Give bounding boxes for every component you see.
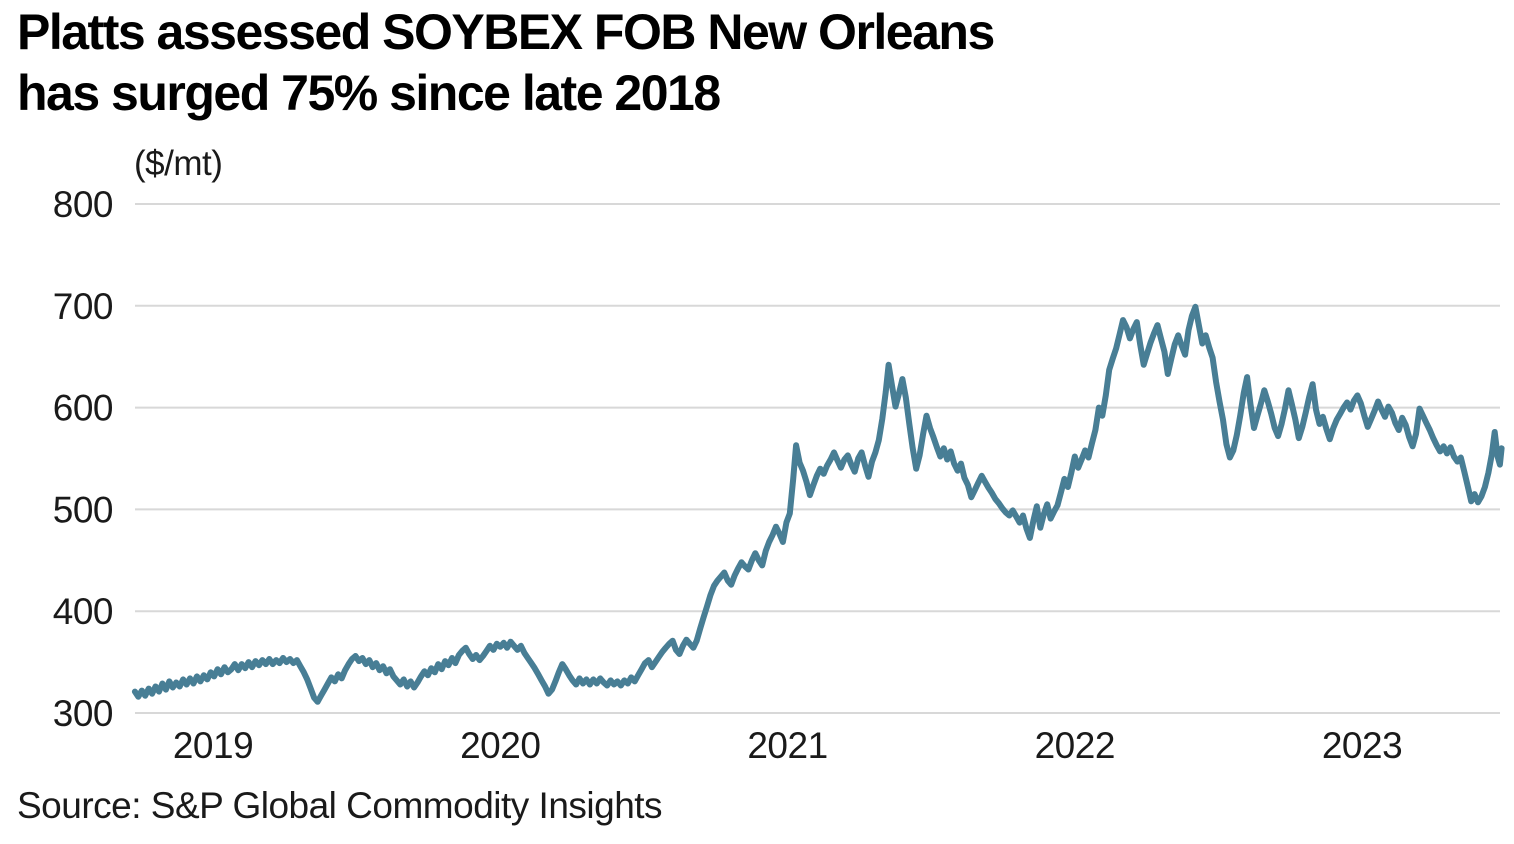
y-tick-label: 600 <box>53 388 113 429</box>
y-axis-unit-label: ($/mt) <box>134 144 223 183</box>
y-tick-label: 400 <box>53 591 113 632</box>
x-tick-label: 2019 <box>173 725 253 766</box>
gridlines <box>135 203 1500 714</box>
x-tick-label: 2021 <box>747 725 827 766</box>
y-tick-label: 800 <box>53 184 113 225</box>
y-tick-label: 500 <box>53 489 113 530</box>
y-axis-tick-labels: 300 400 500 600 700 800 <box>53 184 114 734</box>
chart-title-line1: Platts assessed SOYBEX FOB New Orleans <box>17 4 995 60</box>
x-tick-label: 2022 <box>1035 725 1115 766</box>
x-tick-label: 2020 <box>460 725 540 766</box>
source-attribution: Source: S&P Global Commodity Insights <box>17 785 663 826</box>
price-line-series <box>131 303 1505 705</box>
y-tick-label: 700 <box>53 286 113 327</box>
x-axis-tick-labels: 2019 2020 2021 2022 2023 <box>173 725 1403 766</box>
chart-title: Platts assessed SOYBEX FOB New Orleans h… <box>17 2 995 124</box>
chart-title-line2: has surged 75% since late 2018 <box>17 65 721 121</box>
y-tick-label: 300 <box>53 693 113 734</box>
x-tick-label: 2023 <box>1322 725 1402 766</box>
